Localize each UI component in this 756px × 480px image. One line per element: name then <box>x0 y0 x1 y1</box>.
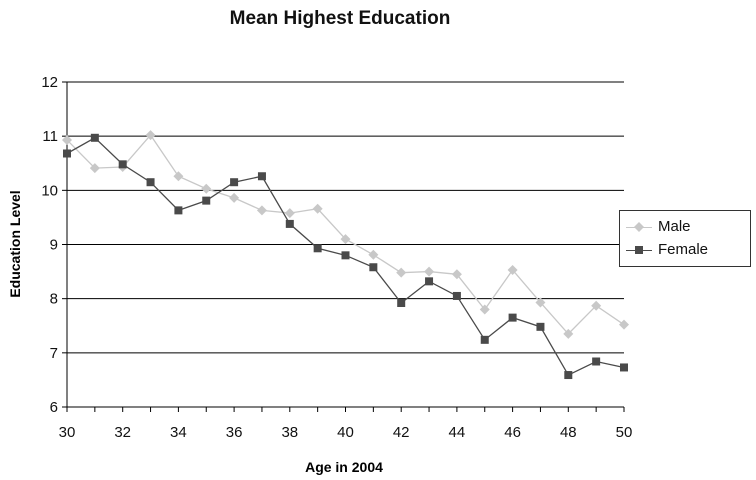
data-point-female <box>230 178 239 187</box>
x-tick-label: 38 <box>281 424 298 441</box>
data-point-female <box>174 206 183 215</box>
legend-label-male: Male <box>658 218 691 235</box>
data-point-male <box>535 297 546 308</box>
data-point-female <box>564 371 573 380</box>
diamond-marker-icon <box>634 222 644 232</box>
x-tick-label: 30 <box>59 424 76 441</box>
data-point-female <box>369 263 378 272</box>
data-point-male <box>312 203 323 214</box>
data-point-male <box>145 130 156 141</box>
data-point-male <box>340 234 351 245</box>
y-tick-label: 8 <box>50 291 58 308</box>
data-point-male <box>507 264 518 275</box>
data-point-male <box>284 208 295 219</box>
square-marker-icon <box>635 246 643 254</box>
y-tick-label: 7 <box>50 345 58 362</box>
chart-title: Mean Highest Education <box>229 8 451 29</box>
x-tick-label: 36 <box>226 424 243 441</box>
data-point-male <box>479 304 490 315</box>
legend-label-female: Female <box>658 241 709 258</box>
data-point-female <box>146 178 155 187</box>
data-point-female <box>508 313 517 322</box>
data-point-female <box>90 133 99 142</box>
data-point-male <box>62 134 72 145</box>
x-axis-label: Age in 2004 <box>305 459 383 475</box>
x-tick-label: 48 <box>560 424 577 441</box>
data-point-male <box>451 269 462 280</box>
data-point-female <box>285 219 294 228</box>
data-point-female <box>63 149 71 158</box>
x-tick-label: 44 <box>449 424 466 441</box>
data-point-female <box>397 299 406 307</box>
data-point-male <box>368 249 379 260</box>
legend: Male Female <box>619 210 751 267</box>
data-point-male <box>201 183 212 194</box>
y-tick-label: 12 <box>41 74 58 91</box>
data-point-female <box>202 196 211 205</box>
data-point-female <box>592 357 601 366</box>
x-tick-label: 34 <box>170 424 187 441</box>
y-axis-label: Education Level <box>7 190 23 297</box>
data-point-male <box>173 171 184 182</box>
data-point-female <box>257 172 266 181</box>
y-tick-label: 10 <box>41 182 58 199</box>
data-point-female <box>118 160 127 169</box>
x-tick-label: 50 <box>616 424 633 441</box>
data-point-female <box>620 363 628 372</box>
data-point-male <box>591 300 602 311</box>
x-tick-label: 46 <box>504 424 521 441</box>
data-point-female <box>452 291 461 300</box>
data-point-male <box>89 163 100 174</box>
data-point-female <box>480 335 489 344</box>
data-point-male <box>396 267 407 278</box>
data-point-male <box>563 328 574 339</box>
y-tick-label: 9 <box>50 237 58 254</box>
data-point-female <box>313 244 322 253</box>
x-tick-label: 40 <box>337 424 354 441</box>
data-point-female <box>341 251 350 260</box>
x-tick-label: 32 <box>114 424 131 441</box>
data-point-female <box>536 322 545 331</box>
y-tick-label: 6 <box>50 399 58 416</box>
data-point-male <box>229 192 240 203</box>
data-point-male <box>256 205 267 216</box>
data-point-male <box>424 266 435 277</box>
x-tick-label: 42 <box>393 424 410 441</box>
data-point-male <box>619 319 629 330</box>
data-point-female <box>425 277 434 286</box>
y-tick-label: 11 <box>42 128 58 145</box>
